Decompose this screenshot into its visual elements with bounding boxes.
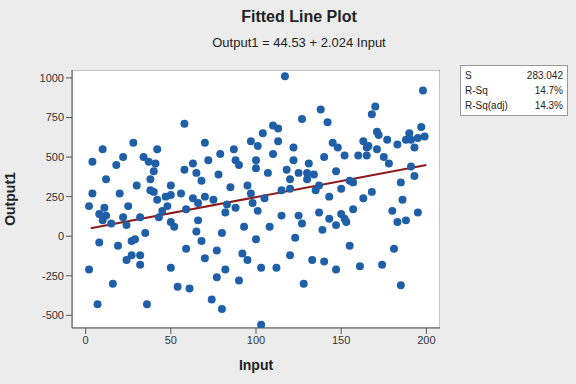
svg-text:0: 0 [58, 230, 64, 242]
svg-text:750: 750 [46, 111, 64, 123]
svg-text:-500: -500 [42, 309, 64, 321]
svg-text:250: 250 [46, 191, 64, 203]
html-text:14.7%: 14.7% [534, 85, 563, 96]
html-text:Output1 = 44.53 + 2.024 Input: Output1 = 44.53 + 2.024 Input [212, 35, 386, 50]
html-text:14.3%: 14.3% [534, 100, 563, 111]
svg-text:150: 150 [332, 334, 350, 346]
html-text:R-Sq: R-Sq [465, 85, 488, 96]
svg-text:0: 0 [83, 334, 89, 346]
svg-text:100: 100 [247, 334, 265, 346]
svg-text:500: 500 [46, 151, 64, 163]
html-text:S: S [465, 70, 472, 81]
html-text:R-Sq(adj): R-Sq(adj) [465, 100, 508, 111]
svg-text:50: 50 [165, 334, 177, 346]
svg-text:Output1: Output1 [8, 172, 18, 226]
svg-text:1000: 1000 [40, 72, 64, 84]
html-text:Fitted Line Plot: Fitted Line Plot [241, 8, 357, 25]
svg-text:200: 200 [417, 334, 435, 346]
svg-text:-250: -250 [42, 270, 64, 282]
html-text:283.042: 283.042 [526, 70, 563, 81]
svg-text:Input: Input [239, 357, 274, 373]
